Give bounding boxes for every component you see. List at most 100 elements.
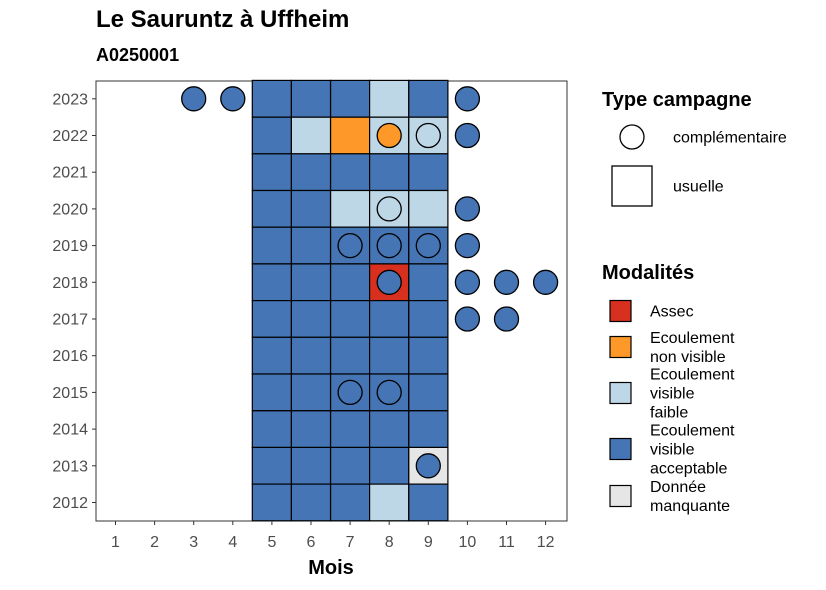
- point-2015-7: [337, 379, 363, 406]
- cell-2015-6: [290, 373, 332, 412]
- y-tick-label-2014: 2014: [52, 422, 88, 439]
- point-2017-11: [493, 306, 520, 332]
- cell-2017-9: [408, 300, 449, 338]
- legend-label-1: Ecoulement non visible: [650, 330, 735, 366]
- cell-2012-8: [369, 483, 410, 522]
- cell-2021-7: [330, 153, 371, 192]
- cell-2015-5: [251, 373, 293, 412]
- y-tick-label-2022: 2022: [52, 128, 88, 145]
- x-tick-label-3: 3: [189, 534, 198, 551]
- cell-2014-6: [290, 410, 332, 449]
- cell-2019-6: [290, 226, 332, 265]
- point-2018-11: [493, 269, 520, 295]
- point-2019-7: [337, 232, 363, 259]
- y-tick-label-2017: 2017: [52, 312, 88, 329]
- x-axis-title: Mois: [308, 557, 354, 579]
- cell-2018-6: [290, 263, 332, 302]
- cell-2016-8: [369, 336, 410, 375]
- cell-2023-6: [290, 79, 332, 118]
- y-axis: 2012 2013 2014 2015 2016 2017 2018 2019 2020 2021…: [52, 91, 96, 512]
- cell-2013-7: [330, 446, 371, 485]
- legend-type-title: Type campagne: [602, 89, 752, 111]
- cell-2021-9: [408, 153, 449, 192]
- y-tick-label-2019: 2019: [52, 238, 88, 255]
- legend-swatch-4: [609, 484, 632, 508]
- cell-2023-9: [408, 79, 449, 118]
- x-tick-label-11: 11: [498, 534, 515, 551]
- y-tick-label-2013: 2013: [52, 458, 88, 475]
- y-tick-label-2012: 2012: [52, 495, 88, 512]
- legend-label-3: Ecoulement visible acceptable: [650, 423, 735, 478]
- point-2023-4: [220, 86, 246, 112]
- point-2022-10: [454, 122, 481, 149]
- legend-modalites-title: Modalités: [602, 262, 694, 284]
- cell-2017-7: [330, 300, 371, 338]
- point-2020-8: [376, 196, 402, 222]
- cell-2018-7: [330, 263, 371, 302]
- legend-label-0: Assec: [650, 304, 694, 321]
- cell-2020-6: [290, 189, 332, 228]
- cell-2022-5: [251, 116, 293, 155]
- legend-key-square: [611, 165, 653, 207]
- cell-2013-8: [369, 446, 410, 485]
- cell-2017-5: [251, 300, 293, 338]
- legend-swatch-3: [609, 437, 632, 461]
- cell-2019-5: [251, 226, 293, 265]
- cell-2014-9: [408, 410, 449, 449]
- point-2019-9: [415, 232, 441, 259]
- point-2013-9: [415, 453, 441, 479]
- y-tick-label-2023: 2023: [52, 91, 88, 108]
- cell-2017-8: [369, 300, 410, 338]
- cell-2022-6: [290, 116, 332, 155]
- chart-title: Le Sauruntz à Uffheim: [96, 6, 350, 33]
- cell-2016-7: [330, 336, 371, 375]
- x-tick-label-10: 10: [459, 534, 477, 551]
- legend-swatch-0: [609, 299, 632, 323]
- x-tick-label-7: 7: [346, 534, 355, 551]
- y-tick-label-2021: 2021: [52, 165, 88, 182]
- x-tick-label-5: 5: [267, 534, 276, 551]
- legend-label-4: Donnée manquante: [650, 479, 730, 515]
- x-tick-label-6: 6: [307, 534, 316, 551]
- point-2019-8: [376, 232, 402, 259]
- legend-key-circle: [619, 124, 645, 150]
- cell-2014-8: [369, 410, 410, 449]
- point-2019-10: [454, 232, 481, 259]
- point-2018-10: [454, 269, 481, 295]
- x-tick-label-2: 2: [150, 534, 159, 551]
- x-axis: 1 2 3 4 5 6 7 8 9 10 11 12: [111, 521, 555, 551]
- point-2022-8: [376, 122, 402, 149]
- cell-2023-8: [369, 79, 410, 118]
- y-tick-label-2018: 2018: [52, 275, 88, 292]
- usuelle-cells: [251, 79, 449, 522]
- legend-swatch-1: [609, 335, 632, 359]
- cell-2021-6: [290, 153, 332, 192]
- cell-2016-5: [251, 336, 293, 375]
- cell-2016-6: [290, 336, 332, 375]
- y-tick-label-2015: 2015: [52, 385, 88, 402]
- cell-2013-6: [290, 446, 332, 485]
- cell-2021-8: [369, 153, 410, 192]
- chart-subtitle: A0250001: [96, 45, 180, 65]
- point-2017-10: [454, 306, 481, 332]
- y-tick-label-2016: 2016: [52, 348, 88, 365]
- complementaire-points: [181, 86, 559, 479]
- cell-2018-9: [408, 263, 449, 302]
- x-tick-label-12: 12: [537, 534, 555, 551]
- cell-2016-9: [408, 336, 449, 375]
- point-2018-12: [532, 269, 559, 295]
- legend-label-circle: complémentaire: [673, 130, 787, 147]
- point-2023-10: [454, 86, 481, 112]
- legend-label-2: Ecoulement visible faible: [650, 367, 735, 422]
- legend-type-campagne: Type campagne complémentaire usuelle: [602, 89, 787, 207]
- point-2018-8: [376, 269, 402, 295]
- cell-2012-9: [408, 483, 449, 522]
- cell-2014-5: [251, 410, 293, 449]
- cell-2020-5: [251, 189, 293, 228]
- cell-2018-5: [251, 263, 293, 302]
- cell-2023-5: [251, 79, 293, 118]
- cell-2023-7: [330, 79, 371, 118]
- cell-2014-7: [330, 410, 371, 449]
